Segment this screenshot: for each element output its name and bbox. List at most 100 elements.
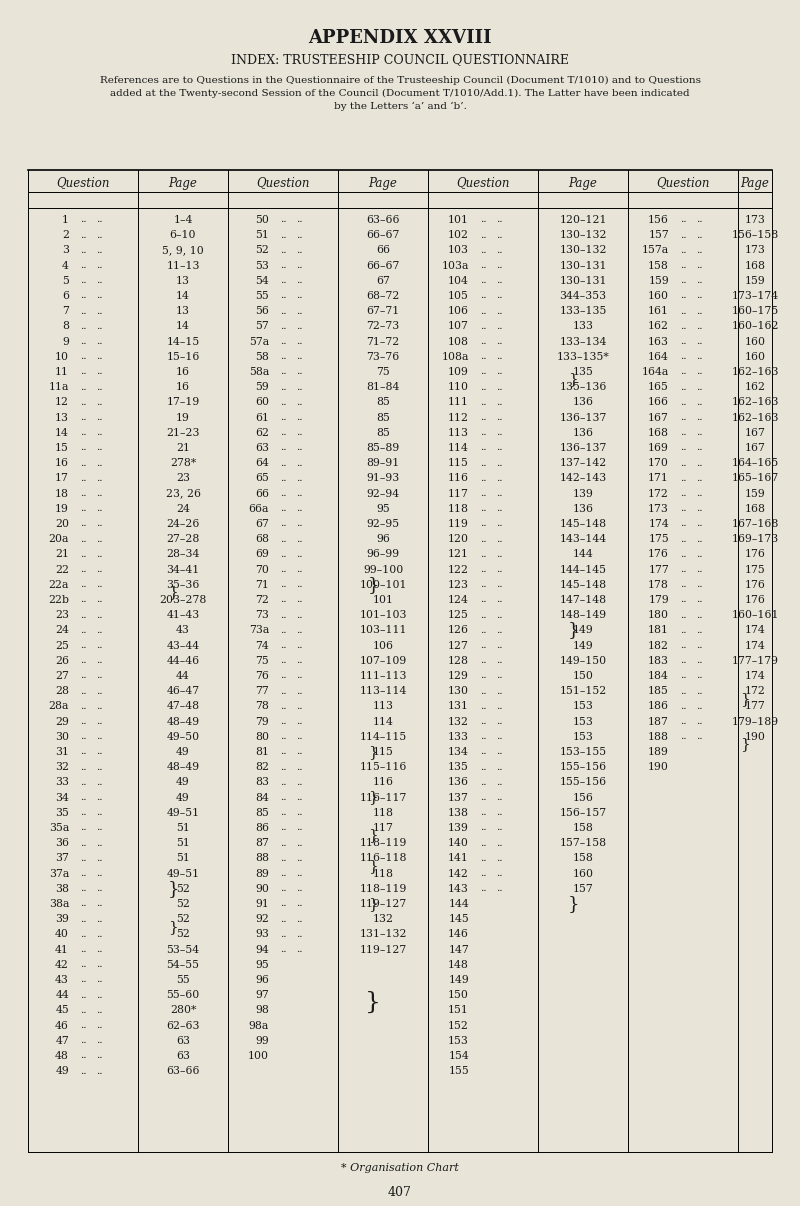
Text: ..: .. [80,884,86,894]
Text: 40: 40 [55,930,69,939]
Text: ..: .. [96,504,102,514]
Text: ..: .. [480,368,486,376]
Text: ..: .. [480,520,486,528]
Text: 137: 137 [448,792,469,803]
Text: ..: .. [280,794,286,802]
Text: ..: .. [496,474,502,482]
Text: }: } [567,895,578,913]
Text: ..: .. [296,534,302,544]
Text: 63: 63 [176,1050,190,1061]
Text: 143–144: 143–144 [559,534,606,544]
Text: ..: .. [680,672,686,680]
Text: ..: .. [280,292,286,300]
Text: 107: 107 [448,322,469,332]
Text: ..: .. [680,534,686,544]
Text: ..: .. [96,1021,102,1030]
Text: 52: 52 [176,930,190,939]
Text: 25: 25 [55,640,69,650]
Text: ..: .. [296,550,302,558]
Text: ..: .. [96,702,102,710]
Text: 175: 175 [648,534,669,544]
Text: 71: 71 [255,580,269,590]
Text: ..: .. [280,382,286,392]
Text: ..: .. [496,458,502,468]
Text: ..: .. [80,580,86,590]
Text: ..: .. [296,262,302,270]
Text: 103: 103 [448,245,469,256]
Text: ..: .. [80,596,86,604]
Text: ..: .. [296,414,302,422]
Text: ..: .. [280,216,286,224]
Text: ..: .. [496,322,502,330]
Text: ..: .. [696,382,702,392]
Text: ..: .. [496,550,502,558]
Text: 43: 43 [176,626,190,636]
Text: ..: .. [96,444,102,452]
Text: ..: .. [96,1036,102,1046]
Text: 119–127: 119–127 [359,898,406,909]
Text: ..: .. [96,474,102,482]
Text: 187: 187 [648,716,669,726]
Text: ..: .. [80,444,86,452]
Text: 44–46: 44–46 [166,656,199,666]
Text: ..: .. [496,566,502,574]
Text: 31: 31 [55,747,69,757]
Text: ..: .. [280,428,286,438]
Text: 12: 12 [55,398,69,408]
Text: ..: .. [296,854,302,863]
Text: ..: .. [96,626,102,634]
Text: 14: 14 [55,428,69,438]
Text: 147: 147 [448,944,469,955]
Text: ..: .. [696,322,702,330]
Text: 135: 135 [448,762,469,772]
Text: ..: .. [480,458,486,468]
Text: ..: .. [280,732,286,742]
Text: 22b: 22b [48,595,69,605]
Text: ..: .. [80,382,86,392]
Text: 66: 66 [255,488,269,498]
Text: ..: .. [680,368,686,376]
Text: 83: 83 [255,778,269,788]
Text: ..: .. [280,338,286,346]
Text: ..: .. [696,732,702,742]
Text: ..: .. [680,444,686,452]
Text: 159: 159 [745,276,766,286]
Text: 61: 61 [255,412,269,422]
Text: 115–116: 115–116 [359,762,406,772]
Text: References are to Questions in the Questionnaire of the Trusteeship Council (Doc: References are to Questions in the Quest… [99,76,701,84]
Text: ..: .. [480,292,486,300]
Text: ..: .. [280,702,286,710]
Text: ..: .. [680,504,686,514]
Text: }: } [368,829,378,843]
Text: 2: 2 [62,230,69,240]
Text: 153: 153 [573,716,594,726]
Text: 125: 125 [448,610,469,620]
Text: ..: .. [696,246,702,254]
Text: 10: 10 [55,352,69,362]
Text: 139: 139 [448,822,469,833]
Text: 85: 85 [376,428,390,438]
Text: 150: 150 [573,671,594,681]
Text: ..: .. [280,534,286,544]
Text: ..: .. [96,306,102,316]
Text: 118: 118 [448,504,469,514]
Text: ..: .. [296,824,302,832]
Text: ..: .. [480,322,486,330]
Text: ..: .. [96,382,102,392]
Text: ..: .. [280,474,286,482]
Text: 151–152: 151–152 [559,686,606,696]
Text: ..: .. [680,414,686,422]
Text: }: } [567,621,578,639]
Text: ..: .. [296,520,302,528]
Text: 20a: 20a [49,534,69,544]
Text: 29: 29 [55,716,69,726]
Text: ..: .. [80,352,86,362]
Text: 118: 118 [373,868,394,879]
Text: ..: .. [96,808,102,818]
Text: 58a: 58a [249,367,269,377]
Text: ..: .. [80,368,86,376]
Text: ..: .. [480,246,486,254]
Text: ..: .. [696,352,702,362]
Text: ..: .. [696,490,702,498]
Text: ..: .. [480,824,486,832]
